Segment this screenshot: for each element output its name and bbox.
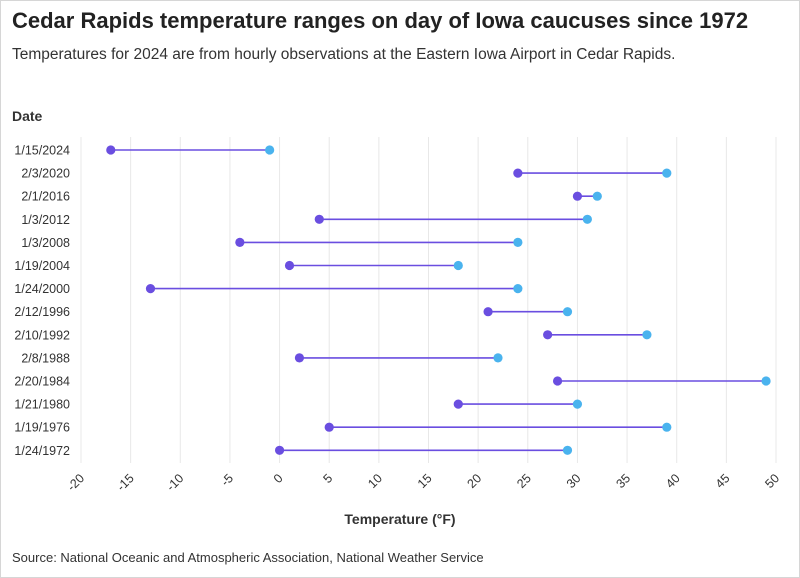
high-point bbox=[562, 307, 573, 317]
y-tick-labels: 1/15/2024 2/3/2020 2/1/2016 1/3/2012 1/3/200… bbox=[14, 144, 70, 458]
x-tick-label: 0 bbox=[271, 471, 286, 486]
y-tick-label: 1/24/2000 bbox=[14, 282, 70, 296]
y-tick-label: 2/8/1988 bbox=[21, 351, 70, 365]
y-tick-label: 1/21/1980 bbox=[14, 398, 70, 412]
y-tick-label: 2/20/1984 bbox=[14, 375, 70, 389]
low-point bbox=[294, 353, 305, 363]
y-axis-label: Date bbox=[12, 108, 43, 124]
high-point bbox=[265, 145, 275, 155]
x-tick-label: 25 bbox=[514, 471, 534, 491]
high-point bbox=[592, 191, 602, 201]
high-point bbox=[761, 376, 771, 386]
data-marks bbox=[106, 145, 771, 455]
high-point bbox=[562, 445, 573, 455]
x-tick-label: -20 bbox=[64, 471, 87, 494]
high-point bbox=[662, 422, 672, 432]
x-tick-label: 15 bbox=[415, 471, 435, 491]
y-tick-label: 1/19/1976 bbox=[14, 421, 70, 435]
source-note: Source: National Oceanic and Atmospheric… bbox=[12, 550, 484, 565]
grid-lines bbox=[80, 137, 777, 463]
x-tick-label: 30 bbox=[564, 471, 584, 491]
high-point bbox=[453, 260, 463, 271]
low-point bbox=[284, 260, 295, 271]
high-point bbox=[493, 353, 503, 363]
x-axis-label: Temperature (°F) bbox=[344, 511, 456, 527]
y-tick-label: 2/10/1992 bbox=[14, 328, 70, 342]
low-point bbox=[513, 168, 523, 178]
low-point bbox=[145, 284, 156, 294]
low-point bbox=[483, 307, 493, 317]
y-tick-label: 1/15/2024 bbox=[14, 144, 70, 158]
x-tick-label: -15 bbox=[114, 471, 137, 494]
low-point bbox=[552, 376, 563, 386]
x-tick-label: 20 bbox=[465, 471, 485, 491]
low-point bbox=[453, 399, 463, 409]
chart-title: Cedar Rapids temperature ranges on day o… bbox=[12, 8, 749, 33]
x-tick-label: 50 bbox=[762, 471, 782, 491]
high-point bbox=[513, 284, 523, 294]
high-point bbox=[662, 168, 672, 178]
x-tick-label: 5 bbox=[321, 471, 336, 486]
x-tick-labels: -20 -15 -10 -5 0 5 10 15 20 25 30 35 40 45 50 bbox=[64, 471, 782, 494]
low-point bbox=[324, 422, 334, 432]
x-tick-label: 45 bbox=[713, 471, 733, 491]
x-tick-label: 35 bbox=[613, 471, 633, 491]
y-tick-label: 2/1/2016 bbox=[21, 190, 70, 204]
low-point bbox=[572, 191, 583, 201]
x-tick-label: -5 bbox=[218, 471, 236, 489]
low-point bbox=[235, 237, 245, 247]
low-point bbox=[543, 330, 553, 340]
chart-subtitle: Temperatures for 2024 are from hourly ob… bbox=[12, 46, 676, 63]
y-tick-label: 1/3/2008 bbox=[21, 236, 70, 250]
high-point bbox=[572, 399, 583, 409]
low-point bbox=[274, 445, 285, 455]
x-tick-label: -10 bbox=[164, 471, 187, 494]
y-tick-label: 1/24/1972 bbox=[14, 444, 70, 458]
x-tick-label: 40 bbox=[663, 471, 683, 491]
y-tick-label: 2/12/1996 bbox=[14, 305, 70, 319]
y-tick-label: 1/19/2004 bbox=[14, 259, 70, 273]
high-point bbox=[513, 237, 523, 247]
y-tick-label: 1/3/2012 bbox=[21, 213, 70, 227]
y-tick-label: 2/3/2020 bbox=[21, 167, 70, 181]
x-tick-label: 10 bbox=[365, 471, 385, 491]
high-point bbox=[642, 330, 652, 340]
high-point bbox=[582, 214, 592, 224]
low-point bbox=[314, 214, 324, 224]
low-point bbox=[106, 145, 116, 155]
